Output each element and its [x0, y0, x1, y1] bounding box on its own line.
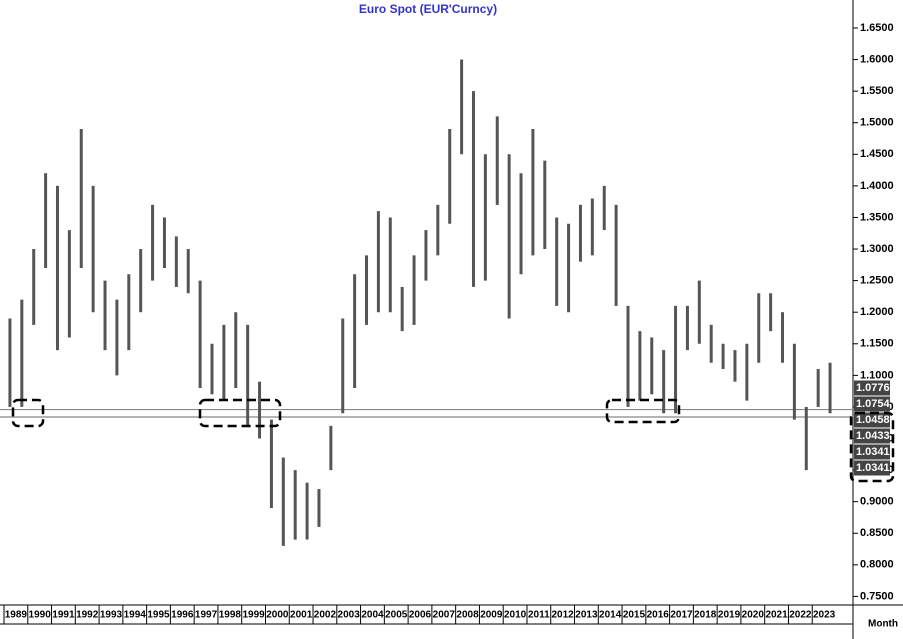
x-tick-label: 2006 [409, 610, 432, 621]
x-tick-label: 2008 [456, 610, 479, 621]
x-tick-label: 1990 [29, 610, 52, 621]
x-tick-label: 1994 [124, 610, 147, 621]
price-label-box [854, 396, 890, 412]
y-tick-label: 1.3500 [860, 211, 894, 223]
highlight-box [198, 398, 282, 428]
x-tick-label: 1997 [195, 610, 218, 621]
x-tick-label: 1996 [171, 610, 194, 621]
y-tick-label: 1.4000 [860, 180, 894, 192]
y-tick-label: 1.2500 [860, 275, 894, 287]
price-label-box [854, 428, 890, 444]
y-tick-label: 0.8500 [860, 527, 894, 539]
x-tick-label: 2019 [718, 610, 741, 621]
x-tick-label: 2016 [647, 610, 670, 621]
highlight-box [605, 398, 681, 424]
x-tick-label: 2017 [670, 610, 693, 621]
x-tick-label: 2018 [694, 610, 717, 621]
y-tick-label: 1.5500 [860, 85, 894, 97]
x-tick-label: 2005 [385, 610, 408, 621]
x-tick-label: 2013 [575, 610, 598, 621]
y-tick-label: 0.8000 [860, 559, 894, 571]
price-label: 1.0341 [856, 446, 890, 458]
y-tick-label: 1.6000 [860, 53, 894, 65]
x-tick-label: 2021 [765, 610, 788, 621]
x-tick-label: 2015 [623, 610, 646, 621]
price-label-box [854, 380, 890, 396]
x-tick-label: 2001 [290, 610, 313, 621]
x-tick-label: 2002 [314, 610, 337, 621]
price-label: 1.0776 [856, 382, 890, 394]
y-tick-label: 1.1000 [860, 369, 894, 381]
price-label-box [854, 444, 890, 460]
x-tick-label: 1992 [76, 610, 99, 621]
price-label-box [854, 412, 890, 428]
y-tick-label: 1.3000 [860, 243, 894, 255]
x-tick-label: 1993 [100, 610, 123, 621]
y-tick-label: 0.7500 [860, 590, 894, 602]
x-tick-label: 2023 [813, 610, 836, 621]
y-tick-label: 1.4500 [860, 148, 894, 160]
y-tick-label: 1.6500 [860, 22, 894, 34]
x-tick-label: 2007 [433, 610, 456, 621]
x-tick-label: 1989 [5, 610, 28, 621]
highlight-box [849, 411, 895, 483]
price-label-box [854, 460, 890, 476]
price-label: 1.0458 [856, 414, 890, 426]
x-tick-label: 2020 [742, 610, 765, 621]
x-tick-label: 1998 [219, 610, 242, 621]
x-tick-label: 2012 [552, 610, 575, 621]
x-tick-label: 2000 [266, 610, 289, 621]
x-tick-label: 2009 [480, 610, 503, 621]
price-label: 1.0433 [856, 430, 890, 442]
y-tick-label: 1.1500 [860, 338, 894, 350]
x-tick-label: 2014 [599, 610, 622, 621]
y-tick-label: 0.9000 [860, 496, 894, 508]
x-tick-label: 1999 [242, 610, 265, 621]
x-tick-label: 2022 [789, 610, 812, 621]
x-tick-label: 2010 [504, 610, 527, 621]
x-tick-label: 1991 [52, 610, 75, 621]
x-unit-label: Month [868, 619, 898, 630]
x-tick-label: 2011 [528, 610, 550, 621]
price-label: 1.0754 [856, 398, 891, 410]
price-label: 1.0341 [856, 462, 890, 474]
x-tick-label: 1995 [147, 610, 170, 621]
x-tick-label: 2003 [338, 610, 361, 621]
y-tick-label: 1.2000 [860, 306, 894, 318]
y-tick-label: 1.5000 [860, 117, 894, 129]
chart-title: Euro Spot (EUR'Curncy) [359, 2, 497, 16]
x-tick-label: 2004 [361, 610, 384, 621]
highlight-box [11, 398, 45, 428]
